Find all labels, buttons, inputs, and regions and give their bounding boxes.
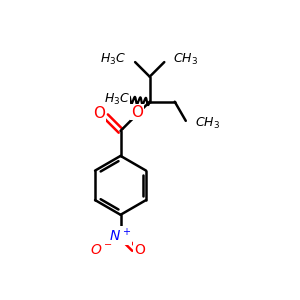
Text: $N^+$: $N^+$: [110, 227, 132, 244]
Text: $CH_3$: $CH_3$: [173, 52, 198, 67]
Text: $H_3C$: $H_3C$: [100, 52, 126, 67]
Text: $H_3C$: $H_3C$: [103, 92, 130, 107]
Text: O: O: [94, 106, 106, 122]
Text: O: O: [134, 242, 145, 256]
Text: O: O: [131, 104, 143, 119]
Text: $CH_3$: $CH_3$: [195, 116, 220, 131]
Text: $O^-$: $O^-$: [90, 242, 113, 256]
